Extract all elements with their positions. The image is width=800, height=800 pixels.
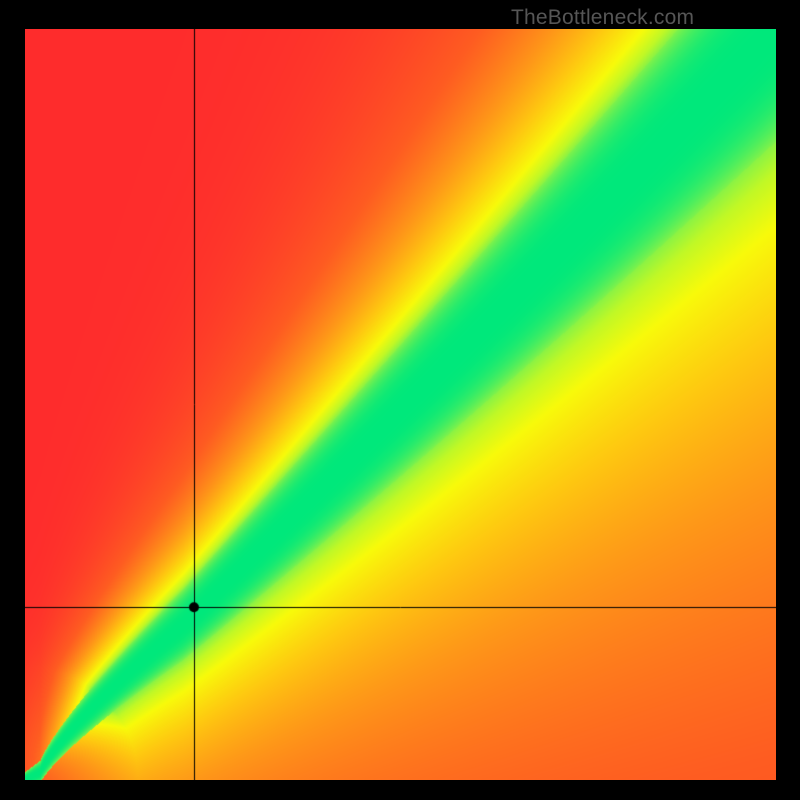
heatmap-canvas: [25, 29, 776, 780]
watermark-text: TheBottleneck.com: [511, 6, 694, 30]
chart-plot-area: [25, 29, 776, 780]
